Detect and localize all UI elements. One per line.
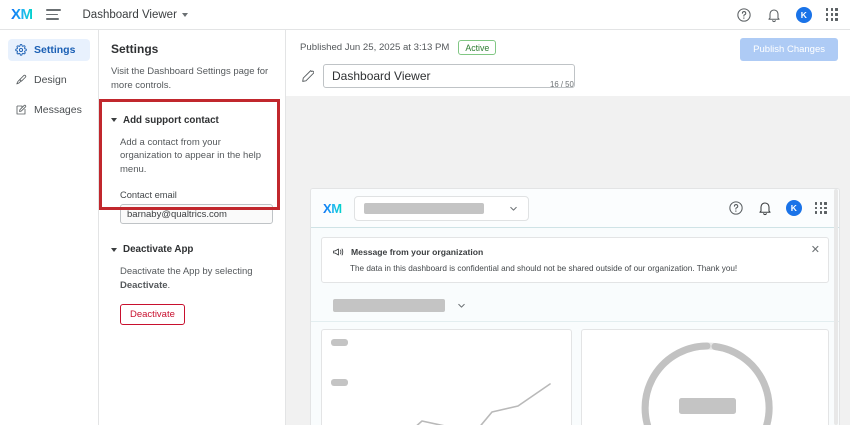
placeholder-bar (331, 379, 348, 386)
dashboard-name-input[interactable] (323, 64, 575, 88)
section-deactivate-app-body: Deactivate the App by selecting Deactiva… (111, 265, 273, 325)
section-deactivate-app-header[interactable]: Deactivate App (111, 244, 273, 255)
sidebar-item-design[interactable]: Design (8, 69, 90, 91)
pencil-icon[interactable] (300, 69, 314, 83)
sidebar-item-messages-label: Messages (34, 104, 82, 116)
deactivate-description: Deactivate the App by selecting Deactiva… (120, 265, 273, 293)
banner-body: The data in this dashboard is confidenti… (350, 264, 738, 273)
dashboard-preview-canvas: XM K (286, 96, 850, 425)
deactivate-description-prefix: Deactivate the App by selecting (120, 266, 253, 278)
apps-grid-icon[interactable] (825, 8, 838, 21)
hamburger-icon[interactable] (45, 9, 61, 20)
help-icon[interactable] (736, 7, 752, 23)
preview-widget-grid (311, 322, 839, 425)
apps-grid-icon[interactable] (814, 201, 827, 215)
section-add-support-contact-body: Add a contact from your organization to … (111, 136, 273, 225)
section-deactivate-app-title: Deactivate App (123, 244, 194, 256)
sidebar-item-design-label: Design (34, 74, 67, 86)
preview-scrollbar[interactable] (834, 189, 838, 425)
preview-xm-logo: XM (323, 200, 342, 216)
sidebar-item-settings[interactable]: Settings (8, 39, 90, 61)
bell-icon[interactable] (766, 7, 782, 23)
top-bar-actions: K (736, 6, 838, 23)
deactivate-description-bold: Deactivate (120, 280, 168, 292)
contact-email-label: Contact email (120, 189, 177, 200)
section-add-support-contact-header[interactable]: Add support contact (111, 115, 273, 126)
placeholder-bar (331, 339, 348, 346)
main-content: Published Jun 25, 2025 at 3:13 PM Active… (286, 30, 850, 425)
sidebar-item-settings-label: Settings (34, 44, 76, 56)
banner-title: Message from your organization (351, 247, 484, 257)
support-contact-description: Add a contact from your organization to … (120, 136, 262, 176)
preview-filter-bar (311, 290, 839, 322)
deactivate-description-suffix: . (167, 280, 171, 292)
dashboard-preview-card: XM K (310, 188, 840, 425)
dashboard-title-row (300, 64, 836, 88)
main-header: Published Jun 25, 2025 at 3:13 PM Active… (286, 30, 850, 89)
published-timestamp: Published Jun 25, 2025 at 3:13 PM (300, 42, 450, 53)
contact-email-input[interactable] (120, 204, 273, 225)
panel-title: Settings (111, 42, 159, 56)
chevron-down-icon (181, 12, 188, 17)
chevron-down-icon (111, 247, 117, 252)
status-badge: Active (458, 40, 497, 55)
preview-top-bar-actions: K (728, 200, 827, 216)
settings-panel: Settings Visit the Dashboard Settings pa… (99, 30, 286, 425)
placeholder-bar (333, 299, 445, 312)
dashboard-title-label: Dashboard Viewer (82, 8, 177, 21)
close-icon[interactable]: ✕ (810, 244, 820, 256)
line-chart-placeholder (416, 383, 551, 425)
help-icon[interactable] (728, 200, 744, 216)
avatar[interactable]: K (795, 6, 812, 23)
character-counter: 16 / 50 (550, 80, 574, 89)
widget-donut-chart[interactable] (580, 329, 829, 425)
section-add-support-contact-title: Add support contact (123, 114, 219, 126)
organization-message-banner: Message from your organization The data … (321, 237, 829, 283)
sidebar-item-messages[interactable]: Messages (8, 99, 90, 121)
xm-logo: XM (11, 6, 33, 23)
dashboard-title-dropdown[interactable]: Dashboard Viewer (83, 9, 188, 21)
top-bar: XM Dashboard Viewer K (0, 0, 850, 30)
megaphone-icon (333, 248, 344, 256)
brush-icon (16, 74, 27, 85)
publish-changes-button[interactable]: Publish Changes (740, 38, 838, 61)
deactivate-button[interactable]: Deactivate (120, 303, 185, 325)
preview-dashboard-select[interactable] (353, 195, 529, 221)
left-sidebar: Settings Design Messages (0, 30, 99, 425)
placeholder-bar (363, 202, 484, 214)
chevron-down-icon[interactable] (456, 300, 467, 311)
preview-avatar[interactable]: K (785, 200, 802, 216)
panel-description: Visit the Dashboard Settings page for mo… (111, 66, 269, 91)
chevron-down-icon (111, 118, 117, 123)
edit-icon (16, 104, 27, 115)
chevron-down-icon (509, 206, 517, 211)
widget-line-chart[interactable] (321, 329, 572, 425)
gear-icon (15, 44, 27, 56)
bell-icon[interactable] (757, 200, 773, 216)
publish-status-row: Published Jun 25, 2025 at 3:13 PM Active (300, 40, 836, 55)
banner-header: Message from your organization (332, 246, 818, 258)
donut-chart-placeholder (641, 342, 773, 425)
preview-top-bar: XM K (311, 189, 839, 228)
